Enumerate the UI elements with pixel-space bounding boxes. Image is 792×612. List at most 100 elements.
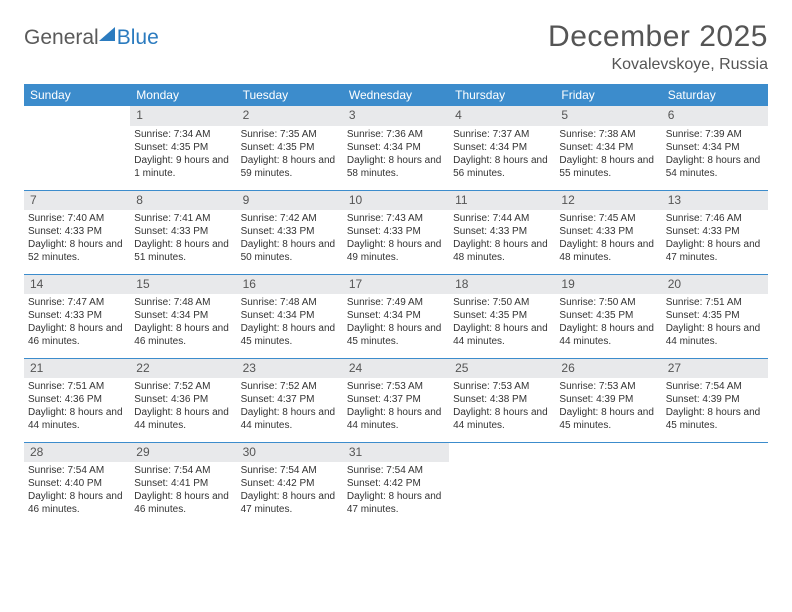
day-details: Sunrise: 7:50 AMSunset: 4:35 PMDaylight:… (555, 294, 661, 352)
weekday-header: Friday (555, 84, 661, 106)
weekday-header: Tuesday (237, 84, 343, 106)
calendar-cell: 20Sunrise: 7:51 AMSunset: 4:35 PMDayligh… (662, 274, 768, 358)
calendar-cell: 6Sunrise: 7:39 AMSunset: 4:34 PMDaylight… (662, 106, 768, 190)
day-number: 20 (662, 275, 768, 295)
header-row: General Blue December 2025 Kovalevskoye,… (24, 20, 768, 74)
weekday-header: Monday (130, 84, 236, 106)
logo-triangle-icon (99, 27, 115, 41)
calendar-cell: 24Sunrise: 7:53 AMSunset: 4:37 PMDayligh… (343, 358, 449, 442)
weekday-header: Wednesday (343, 84, 449, 106)
calendar-cell: 7Sunrise: 7:40 AMSunset: 4:33 PMDaylight… (24, 190, 130, 274)
day-number: 31 (343, 443, 449, 463)
day-number: 21 (24, 359, 130, 379)
logo-word-1: General (24, 26, 99, 50)
calendar-cell: 15Sunrise: 7:48 AMSunset: 4:34 PMDayligh… (130, 274, 236, 358)
day-details: Sunrise: 7:47 AMSunset: 4:33 PMDaylight:… (24, 294, 130, 352)
day-details: Sunrise: 7:52 AMSunset: 4:36 PMDaylight:… (130, 378, 236, 436)
day-number: 13 (662, 191, 768, 211)
calendar-cell: 31Sunrise: 7:54 AMSunset: 4:42 PMDayligh… (343, 442, 449, 526)
day-details: Sunrise: 7:54 AMSunset: 4:41 PMDaylight:… (130, 462, 236, 520)
day-details: Sunrise: 7:34 AMSunset: 4:35 PMDaylight:… (130, 126, 236, 184)
day-number: 28 (24, 443, 130, 463)
calendar-cell: 18Sunrise: 7:50 AMSunset: 4:35 PMDayligh… (449, 274, 555, 358)
day-details: Sunrise: 7:37 AMSunset: 4:34 PMDaylight:… (449, 126, 555, 184)
day-details: Sunrise: 7:45 AMSunset: 4:33 PMDaylight:… (555, 210, 661, 268)
day-details: Sunrise: 7:40 AMSunset: 4:33 PMDaylight:… (24, 210, 130, 268)
weekday-header: Saturday (662, 84, 768, 106)
calendar-cell: 26Sunrise: 7:53 AMSunset: 4:39 PMDayligh… (555, 358, 661, 442)
calendar-body: 1Sunrise: 7:34 AMSunset: 4:35 PMDaylight… (24, 106, 768, 526)
weekday-header: Thursday (449, 84, 555, 106)
calendar-cell: 23Sunrise: 7:52 AMSunset: 4:37 PMDayligh… (237, 358, 343, 442)
calendar-cell: 22Sunrise: 7:52 AMSunset: 4:36 PMDayligh… (130, 358, 236, 442)
calendar-cell: 28Sunrise: 7:54 AMSunset: 4:40 PMDayligh… (24, 442, 130, 526)
day-number: 27 (662, 359, 768, 379)
calendar-cell: 21Sunrise: 7:51 AMSunset: 4:36 PMDayligh… (24, 358, 130, 442)
day-details: Sunrise: 7:42 AMSunset: 4:33 PMDaylight:… (237, 210, 343, 268)
calendar-cell: 2Sunrise: 7:35 AMSunset: 4:35 PMDaylight… (237, 106, 343, 190)
day-number: 16 (237, 275, 343, 295)
calendar-cell-empty (555, 442, 661, 526)
day-number: 22 (130, 359, 236, 379)
day-details: Sunrise: 7:51 AMSunset: 4:35 PMDaylight:… (662, 294, 768, 352)
day-number: 8 (130, 191, 236, 211)
day-details: Sunrise: 7:38 AMSunset: 4:34 PMDaylight:… (555, 126, 661, 184)
day-details: Sunrise: 7:54 AMSunset: 4:39 PMDaylight:… (662, 378, 768, 436)
day-number: 26 (555, 359, 661, 379)
day-details: Sunrise: 7:48 AMSunset: 4:34 PMDaylight:… (130, 294, 236, 352)
calendar-week: 7Sunrise: 7:40 AMSunset: 4:33 PMDaylight… (24, 190, 768, 274)
day-details: Sunrise: 7:51 AMSunset: 4:36 PMDaylight:… (24, 378, 130, 436)
calendar-cell: 25Sunrise: 7:53 AMSunset: 4:38 PMDayligh… (449, 358, 555, 442)
day-number: 1 (130, 106, 236, 126)
calendar-cell-empty (449, 442, 555, 526)
day-details: Sunrise: 7:35 AMSunset: 4:35 PMDaylight:… (237, 126, 343, 184)
weekday-header: Sunday (24, 84, 130, 106)
calendar-cell: 4Sunrise: 7:37 AMSunset: 4:34 PMDaylight… (449, 106, 555, 190)
logo: General Blue (24, 20, 159, 50)
day-number: 5 (555, 106, 661, 126)
calendar-cell-empty (24, 106, 130, 190)
calendar-cell-empty (662, 442, 768, 526)
calendar-cell: 29Sunrise: 7:54 AMSunset: 4:41 PMDayligh… (130, 442, 236, 526)
day-details: Sunrise: 7:53 AMSunset: 4:37 PMDaylight:… (343, 378, 449, 436)
calendar-cell: 13Sunrise: 7:46 AMSunset: 4:33 PMDayligh… (662, 190, 768, 274)
calendar-cell: 9Sunrise: 7:42 AMSunset: 4:33 PMDaylight… (237, 190, 343, 274)
calendar-cell: 27Sunrise: 7:54 AMSunset: 4:39 PMDayligh… (662, 358, 768, 442)
day-number: 24 (343, 359, 449, 379)
day-number: 19 (555, 275, 661, 295)
logo-word-2: Blue (117, 26, 159, 50)
title-block: December 2025 Kovalevskoye, Russia (548, 20, 768, 74)
day-details: Sunrise: 7:39 AMSunset: 4:34 PMDaylight:… (662, 126, 768, 184)
day-details: Sunrise: 7:54 AMSunset: 4:40 PMDaylight:… (24, 462, 130, 520)
calendar-table: SundayMondayTuesdayWednesdayThursdayFrid… (24, 84, 768, 526)
day-number: 25 (449, 359, 555, 379)
day-number: 29 (130, 443, 236, 463)
day-details: Sunrise: 7:53 AMSunset: 4:38 PMDaylight:… (449, 378, 555, 436)
day-number: 11 (449, 191, 555, 211)
day-details: Sunrise: 7:49 AMSunset: 4:34 PMDaylight:… (343, 294, 449, 352)
day-number: 15 (130, 275, 236, 295)
day-details: Sunrise: 7:48 AMSunset: 4:34 PMDaylight:… (237, 294, 343, 352)
day-details: Sunrise: 7:44 AMSunset: 4:33 PMDaylight:… (449, 210, 555, 268)
day-number: 9 (237, 191, 343, 211)
calendar-week: 1Sunrise: 7:34 AMSunset: 4:35 PMDaylight… (24, 106, 768, 190)
day-number: 6 (662, 106, 768, 126)
day-number: 7 (24, 191, 130, 211)
day-number: 23 (237, 359, 343, 379)
day-number: 4 (449, 106, 555, 126)
calendar-cell: 3Sunrise: 7:36 AMSunset: 4:34 PMDaylight… (343, 106, 449, 190)
day-details: Sunrise: 7:41 AMSunset: 4:33 PMDaylight:… (130, 210, 236, 268)
day-number: 3 (343, 106, 449, 126)
calendar-week: 28Sunrise: 7:54 AMSunset: 4:40 PMDayligh… (24, 442, 768, 526)
calendar-cell: 11Sunrise: 7:44 AMSunset: 4:33 PMDayligh… (449, 190, 555, 274)
day-details: Sunrise: 7:50 AMSunset: 4:35 PMDaylight:… (449, 294, 555, 352)
day-number: 10 (343, 191, 449, 211)
day-number: 12 (555, 191, 661, 211)
calendar-cell: 8Sunrise: 7:41 AMSunset: 4:33 PMDaylight… (130, 190, 236, 274)
day-number: 30 (237, 443, 343, 463)
calendar-cell: 16Sunrise: 7:48 AMSunset: 4:34 PMDayligh… (237, 274, 343, 358)
day-details: Sunrise: 7:43 AMSunset: 4:33 PMDaylight:… (343, 210, 449, 268)
day-details: Sunrise: 7:54 AMSunset: 4:42 PMDaylight:… (343, 462, 449, 520)
day-number: 18 (449, 275, 555, 295)
day-details: Sunrise: 7:36 AMSunset: 4:34 PMDaylight:… (343, 126, 449, 184)
